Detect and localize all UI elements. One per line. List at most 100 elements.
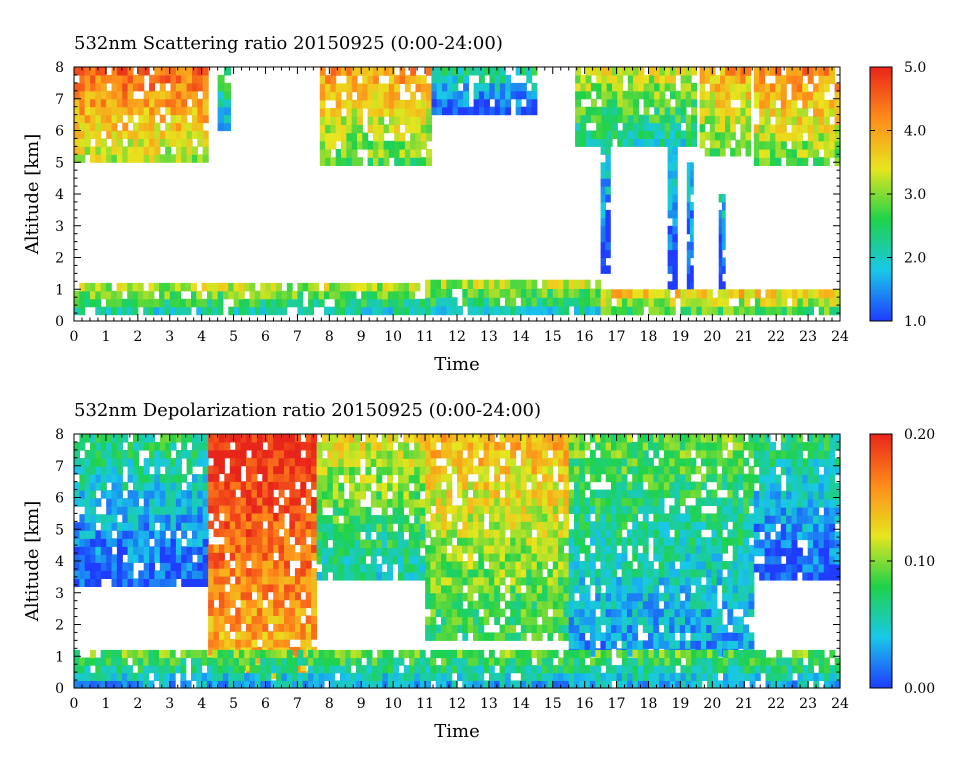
heatmap-cell bbox=[574, 489, 580, 499]
heatmap-cell bbox=[100, 74, 107, 84]
heatmap-cell bbox=[515, 473, 522, 483]
heatmap-cell bbox=[732, 473, 739, 483]
heatmap-cell bbox=[143, 530, 150, 539]
heatmap-cell bbox=[685, 545, 691, 554]
heatmap-cell bbox=[696, 289, 703, 299]
heatmap-cell bbox=[786, 466, 793, 476]
heatmap-cell bbox=[192, 538, 198, 547]
heatmap-cell bbox=[691, 306, 697, 316]
heatmap-cell bbox=[388, 75, 395, 84]
heatmap-cell bbox=[796, 108, 803, 117]
heatmap-cell bbox=[133, 74, 139, 84]
heatmap-cell bbox=[218, 631, 225, 640]
heatmap-cell bbox=[473, 489, 479, 499]
heatmap-cell bbox=[621, 584, 628, 594]
heatmap-cell bbox=[360, 507, 366, 516]
heatmap-cell bbox=[709, 107, 716, 117]
heatmap-cell bbox=[791, 458, 798, 467]
heatmap-cell bbox=[133, 442, 139, 451]
heatmap-cell bbox=[690, 186, 694, 195]
heatmap-cell bbox=[732, 441, 739, 451]
heatmap-cell bbox=[399, 140, 406, 150]
heatmap-cell bbox=[818, 75, 825, 84]
heatmap-cell bbox=[186, 130, 193, 139]
heatmap-cell bbox=[420, 132, 427, 142]
heatmap-cell bbox=[745, 75, 752, 84]
heatmap-cell bbox=[436, 90, 443, 100]
heatmap-cell bbox=[600, 178, 606, 187]
heatmap-cell bbox=[420, 83, 427, 93]
heatmap-cell bbox=[127, 306, 134, 316]
heatmap-cell bbox=[579, 513, 586, 522]
heatmap-cell bbox=[743, 489, 750, 499]
heatmap-cell bbox=[813, 507, 820, 516]
heatmap-cell bbox=[478, 457, 485, 467]
heatmap-cell bbox=[217, 306, 224, 316]
heatmap-cell bbox=[653, 449, 660, 459]
heatmap-cell bbox=[446, 521, 453, 530]
heatmap-cell bbox=[138, 74, 145, 84]
heatmap-cell bbox=[748, 497, 755, 506]
heatmap-cell bbox=[568, 489, 575, 499]
heatmap-cell bbox=[415, 124, 422, 134]
heatmap-cell bbox=[202, 546, 209, 555]
heatmap-cell bbox=[300, 528, 307, 538]
heatmap-cell bbox=[430, 632, 437, 641]
heatmap-cell bbox=[536, 568, 543, 578]
heatmap-cell bbox=[202, 562, 209, 571]
heatmap-cell bbox=[775, 91, 782, 101]
heatmap-cell bbox=[818, 91, 825, 101]
heatmap-cell bbox=[802, 482, 809, 492]
heatmap-cell bbox=[335, 83, 342, 93]
heatmap-cell bbox=[246, 607, 252, 616]
heatmap-cell bbox=[680, 306, 687, 316]
heatmap-cell bbox=[367, 157, 374, 166]
heatmap-cell bbox=[165, 98, 172, 108]
heatmap-cell bbox=[294, 552, 301, 561]
heatmap-cell bbox=[394, 83, 401, 93]
heatmap-cell bbox=[558, 537, 564, 546]
heatmap-cell bbox=[690, 281, 694, 290]
heatmap-cell bbox=[536, 592, 543, 602]
heatmap-cell bbox=[542, 521, 548, 530]
heatmap-cell bbox=[212, 306, 219, 316]
heatmap-cell bbox=[446, 561, 453, 570]
heatmap-cell bbox=[499, 481, 506, 491]
heatmap-cell bbox=[526, 305, 533, 316]
heatmap-cell bbox=[616, 297, 623, 307]
heatmap-cell bbox=[669, 537, 676, 546]
heatmap-cell bbox=[730, 123, 736, 133]
heatmap-cell bbox=[685, 74, 692, 84]
heatmap-cell bbox=[430, 465, 437, 475]
heatmap-cell bbox=[638, 122, 645, 132]
heatmap-cell bbox=[494, 449, 501, 459]
heatmap-cell bbox=[207, 298, 213, 308]
heatmap-cell bbox=[685, 449, 691, 459]
heatmap-cell bbox=[653, 521, 660, 530]
heatmap-cell bbox=[605, 576, 612, 586]
heatmap-cell bbox=[286, 282, 293, 292]
heatmap-cell bbox=[568, 568, 575, 578]
heatmap-cell bbox=[706, 537, 713, 546]
heatmap-cell bbox=[240, 441, 247, 451]
heatmap-cell bbox=[802, 99, 809, 109]
heatmap-cell bbox=[632, 306, 639, 316]
heatmap-cell bbox=[197, 67, 204, 76]
heatmap-cell bbox=[595, 592, 602, 602]
heatmap-cell bbox=[273, 631, 280, 640]
heatmap-cell bbox=[679, 584, 686, 594]
heatmap-cell bbox=[366, 282, 373, 292]
heatmap-cell bbox=[316, 474, 323, 484]
heatmap-cell bbox=[181, 146, 188, 155]
heatmap-cell bbox=[504, 521, 511, 530]
heatmap-cell bbox=[121, 306, 128, 316]
heatmap-cell bbox=[197, 538, 204, 547]
heatmap-cell bbox=[714, 107, 721, 117]
heatmap-cell bbox=[319, 75, 326, 84]
heatmap-cell bbox=[730, 75, 736, 84]
heatmap-cell bbox=[823, 571, 830, 581]
heatmap-cell bbox=[111, 146, 118, 155]
heatmap-cell bbox=[776, 306, 783, 316]
heatmap-cell bbox=[181, 98, 188, 108]
heatmap-cell bbox=[632, 608, 639, 618]
